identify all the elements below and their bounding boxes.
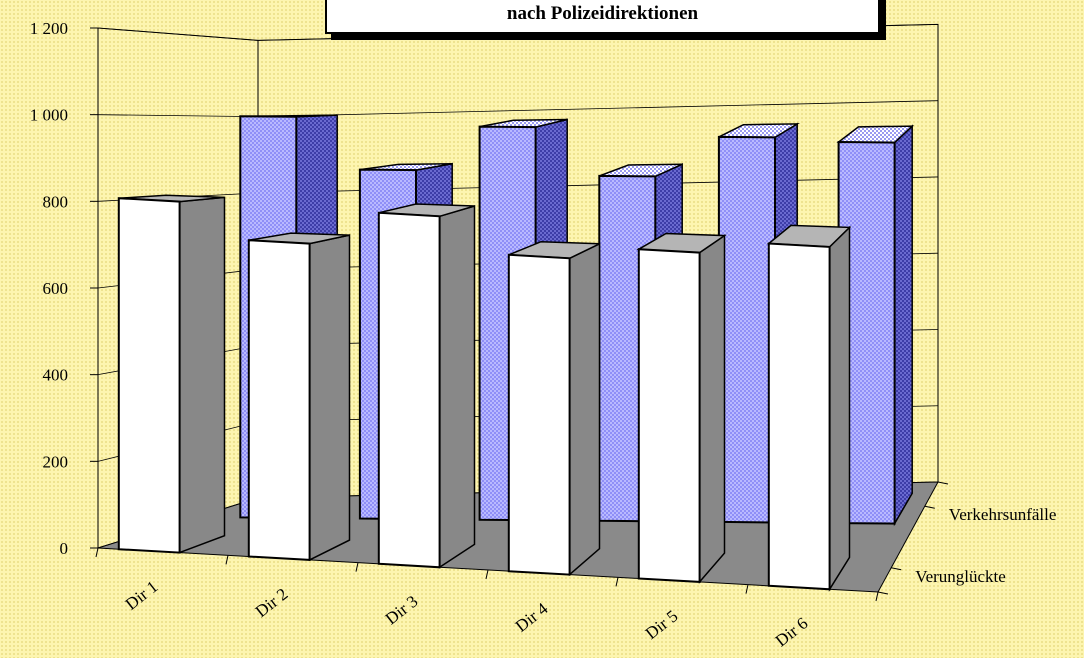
bar-side <box>893 124 913 527</box>
bar-verunglueckte <box>377 203 476 569</box>
x-tick-label: Dir 5 <box>642 606 682 643</box>
x-axis-labels: Dir 1 Dir 2 Dir 3 Dir 4 Dir 5 Dir 6 <box>122 577 812 650</box>
series-depth-labels: Verkehrsunfälle Verunglückte <box>877 481 1057 595</box>
depth-tick-mark <box>937 481 949 485</box>
x-tick-mark <box>225 555 229 565</box>
depth-label-verkehrsunfaelle: Verkehrsunfälle <box>949 505 1057 524</box>
x-tick-label: Dir 4 <box>512 599 552 636</box>
y-tick-label: 0 <box>60 539 69 558</box>
bar-verunglueckte <box>507 240 601 577</box>
x-tick-mark <box>485 569 489 580</box>
bar-front <box>117 197 181 554</box>
bar-verunglueckte <box>766 224 852 592</box>
bar-front <box>377 211 441 569</box>
depth-tick-mark <box>877 591 889 595</box>
y-tick-label: 400 <box>43 366 69 385</box>
gridline <box>97 114 259 118</box>
x-tick-label: Dir 2 <box>252 584 292 621</box>
depth-label-verunglueckte: Verunglückte <box>915 567 1006 586</box>
chart-title-box: nach Polizeidirektionen <box>325 0 880 34</box>
y-tick-label: 600 <box>43 279 69 298</box>
gridline <box>257 100 939 118</box>
series-verunglueckte <box>117 194 852 592</box>
depth-tick-mark <box>891 567 902 571</box>
x-tick-mark <box>95 547 99 558</box>
bar-front <box>507 253 571 576</box>
y-tick-label: 1 000 <box>30 106 68 125</box>
y-axis: 0 200 400 600 800 1 000 1 200 <box>30 19 99 558</box>
chart-title: nach Polizeidirektionen <box>506 3 699 24</box>
y-tick-label: 200 <box>43 452 69 471</box>
y-tick-label: 800 <box>43 192 69 211</box>
x-tick-mark <box>745 584 749 594</box>
bar-side <box>568 242 601 577</box>
bar-front <box>247 239 311 561</box>
bar-side <box>438 204 476 569</box>
bar-side <box>698 234 726 584</box>
x-tick-label: Dir 3 <box>382 592 422 629</box>
bar-verunglueckte <box>636 232 727 584</box>
bar-verunglueckte <box>117 194 226 554</box>
x-tick-mark <box>355 562 359 572</box>
x-tick-label: Dir 6 <box>772 614 812 651</box>
bar-front <box>637 248 701 583</box>
gridline <box>97 27 259 41</box>
bar-side <box>178 196 226 554</box>
x-tick-mark <box>875 591 879 602</box>
depth-tick-mark <box>924 505 935 509</box>
x-tick-label: Dir 1 <box>122 577 162 614</box>
bar-front <box>767 242 831 591</box>
bar-verunglueckte <box>247 232 351 562</box>
bar-front <box>717 135 776 524</box>
bar-side <box>828 225 851 592</box>
x-tick-mark <box>615 577 619 587</box>
bar-side <box>308 234 351 562</box>
y-tick-label: 1 200 <box>30 19 68 38</box>
